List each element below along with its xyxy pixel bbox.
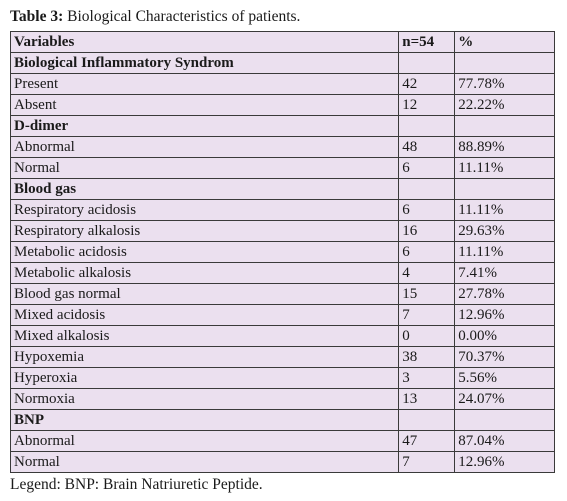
cell-variable: Normal xyxy=(9,157,400,179)
cell-percent: 77.78% xyxy=(454,73,555,95)
cell-variable: Blood gas xyxy=(9,178,400,200)
cell-percent xyxy=(454,115,555,137)
table-caption-text: Biological Characteristics of patients. xyxy=(67,8,301,25)
header-percent: % xyxy=(454,31,555,53)
cell-percent: 0.00% xyxy=(454,325,555,347)
cell-percent xyxy=(454,52,555,74)
table-header-row: Variables n=54 % xyxy=(9,31,555,53)
cell-percent: 70.37% xyxy=(454,346,555,368)
table-row: Metabolic acidosis 6 11.11% xyxy=(9,241,555,263)
table-row: Mixed alkalosis 0 0.00% xyxy=(9,325,555,347)
table-row: Normal 7 12.96% xyxy=(9,451,555,473)
table-row: Normal 6 11.11% xyxy=(9,157,555,179)
cell-count: 0 xyxy=(398,325,456,347)
cell-percent: 11.11% xyxy=(454,157,555,179)
table-row: Mixed acidosis 7 12.96% xyxy=(9,304,555,326)
cell-count xyxy=(398,52,456,74)
cell-percent xyxy=(454,178,555,200)
section-row: BNP xyxy=(9,409,555,431)
section-row: D-dimer xyxy=(9,115,555,137)
table-row: Abnormal 47 87.04% xyxy=(9,430,555,452)
cell-count: 6 xyxy=(398,199,456,221)
cell-count: 16 xyxy=(398,220,456,242)
cell-percent: 24.07% xyxy=(454,388,555,410)
section-row: Biological Inflammatory Syndrom xyxy=(9,52,555,74)
table-row: Metabolic alkalosis 4 7.41% xyxy=(9,262,555,284)
table-row: Blood gas normal 15 27.78% xyxy=(9,283,555,305)
cell-count: 42 xyxy=(398,73,456,95)
table-legend: Legend: BNP: Brain Natriuretic Peptide. xyxy=(10,476,263,493)
table-row: Normoxia 13 24.07% xyxy=(9,388,555,410)
cell-count: 7 xyxy=(398,451,456,473)
cell-count: 38 xyxy=(398,346,456,368)
cell-variable: Present xyxy=(9,73,400,95)
cell-count: 12 xyxy=(398,94,456,116)
cell-percent: 27.78% xyxy=(454,283,555,305)
cell-percent: 87.04% xyxy=(454,430,555,452)
cell-percent: 11.11% xyxy=(454,199,555,221)
cell-variable: Metabolic acidosis xyxy=(9,241,400,263)
cell-variable: Hypoxemia xyxy=(9,346,400,368)
cell-count: 6 xyxy=(398,241,456,263)
table-body: Variables n=54 % Biological Inflammatory… xyxy=(9,31,555,473)
cell-variable: Respiratory acidosis xyxy=(9,199,400,221)
table-row: Respiratory alkalosis 16 29.63% xyxy=(9,220,555,242)
cell-variable: Metabolic alkalosis xyxy=(9,262,400,284)
cell-percent: 29.63% xyxy=(454,220,555,242)
cell-variable: Mixed alkalosis xyxy=(9,325,400,347)
table-row: Hyperoxia 3 5.56% xyxy=(9,367,555,389)
table-caption: Table 3: Biological Characteristics of p… xyxy=(10,7,300,27)
cell-variable: Biological Inflammatory Syndrom xyxy=(9,52,400,74)
section-row: Blood gas xyxy=(9,178,555,200)
cell-count xyxy=(398,409,456,431)
header-n: n=54 xyxy=(398,31,456,53)
cell-count: 13 xyxy=(398,388,456,410)
cell-count xyxy=(398,115,456,137)
cell-variable: Hyperoxia xyxy=(9,367,400,389)
cell-percent: 12.96% xyxy=(454,304,555,326)
cell-percent: 12.96% xyxy=(454,451,555,473)
cell-variable: Blood gas normal xyxy=(9,283,400,305)
cell-variable: Normoxia xyxy=(9,388,400,410)
header-variables: Variables xyxy=(9,31,400,53)
cell-variable: Absent xyxy=(9,94,400,116)
cell-variable: Normal xyxy=(9,451,400,473)
cell-percent: 11.11% xyxy=(454,241,555,263)
cell-variable: D-dimer xyxy=(9,115,400,137)
cell-percent: 7.41% xyxy=(454,262,555,284)
table-row: Present 42 77.78% xyxy=(9,73,555,95)
cell-count xyxy=(398,178,456,200)
cell-count: 6 xyxy=(398,157,456,179)
cell-percent: 5.56% xyxy=(454,367,555,389)
cell-variable: Respiratory alkalosis xyxy=(9,220,400,242)
cell-count: 3 xyxy=(398,367,456,389)
cell-count: 15 xyxy=(398,283,456,305)
table-row: Absent 12 22.22% xyxy=(9,94,555,116)
cell-percent xyxy=(454,409,555,431)
cell-variable: Abnormal xyxy=(9,430,400,452)
cell-variable: Abnormal xyxy=(9,136,400,158)
cell-count: 7 xyxy=(398,304,456,326)
table-row: Respiratory acidosis 6 11.11% xyxy=(9,199,555,221)
cell-percent: 88.89% xyxy=(454,136,555,158)
cell-variable: Mixed acidosis xyxy=(9,304,400,326)
cell-count: 47 xyxy=(398,430,456,452)
table-row: Hypoxemia 38 70.37% xyxy=(9,346,555,368)
characteristics-table: Variables n=54 % Biological Inflammatory… xyxy=(9,31,555,473)
cell-count: 48 xyxy=(398,136,456,158)
cell-variable: BNP xyxy=(9,409,400,431)
table-row: Abnormal 48 88.89% xyxy=(9,136,555,158)
cell-percent: 22.22% xyxy=(454,94,555,116)
cell-count: 4 xyxy=(398,262,456,284)
table-caption-label: Table 3: xyxy=(10,8,64,25)
